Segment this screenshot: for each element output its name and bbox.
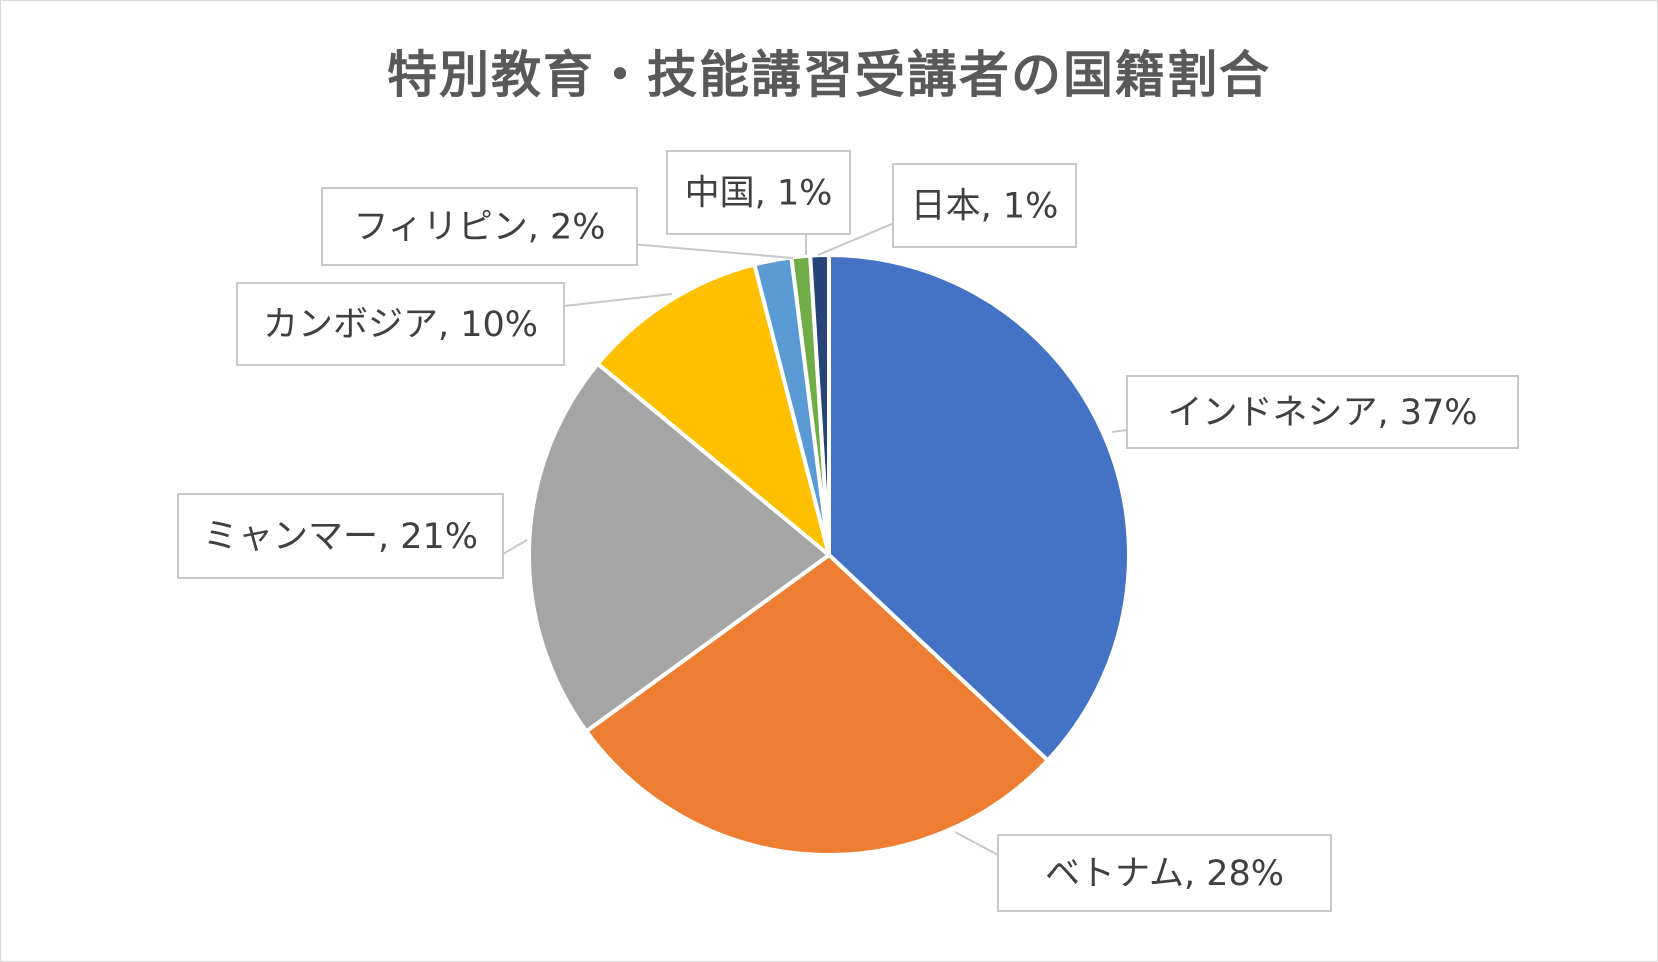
label-text: フィリピン, 2%	[353, 208, 605, 248]
data-label-callouts: インドネシア, 37% ベトナム, 28% ミャンマー, 21% カンボジア, 10%…	[177, 150, 1519, 912]
pie-slice-3	[527, 361, 831, 734]
data-label-5: フィリピン, 2%	[321, 187, 794, 266]
label-text: 中国, 1%	[685, 174, 833, 214]
label-text: ベトナム, 28%	[1045, 854, 1284, 894]
label-text: 日本, 1%	[911, 187, 1059, 227]
data-label-6: 中国, 1%	[666, 150, 851, 255]
chart-title: 特別教育・技能講習受講者の国籍割合	[387, 46, 1271, 104]
leader-line	[1111, 429, 1128, 433]
pie-slices	[527, 253, 1131, 857]
data-label-4: カンボジア, 10%	[236, 282, 673, 366]
label-box	[892, 163, 1077, 248]
data-label-3: ミャンマー, 21%	[177, 493, 528, 579]
label-text: ミャンマー, 21%	[203, 517, 478, 557]
label-box	[997, 834, 1332, 912]
label-text: インドネシア, 37%	[1167, 393, 1477, 433]
leader-line	[817, 222, 894, 256]
leader-line	[954, 831, 999, 856]
pie-slice-2	[584, 553, 1050, 857]
leader-line	[502, 539, 528, 555]
pie-slice-1	[827, 253, 1131, 763]
label-box	[1126, 375, 1519, 449]
label-box	[666, 150, 851, 235]
label-text: カンボジア, 10%	[263, 305, 538, 345]
data-label-7: 日本, 1%	[817, 163, 1077, 256]
data-label-2: ベトナム, 28%	[954, 831, 1332, 912]
data-label-1: インドネシア, 37%	[1111, 375, 1519, 449]
leader-line	[636, 243, 794, 259]
label-box	[321, 187, 638, 266]
label-box	[177, 493, 504, 579]
leader-line	[563, 293, 673, 307]
label-box	[236, 282, 565, 366]
